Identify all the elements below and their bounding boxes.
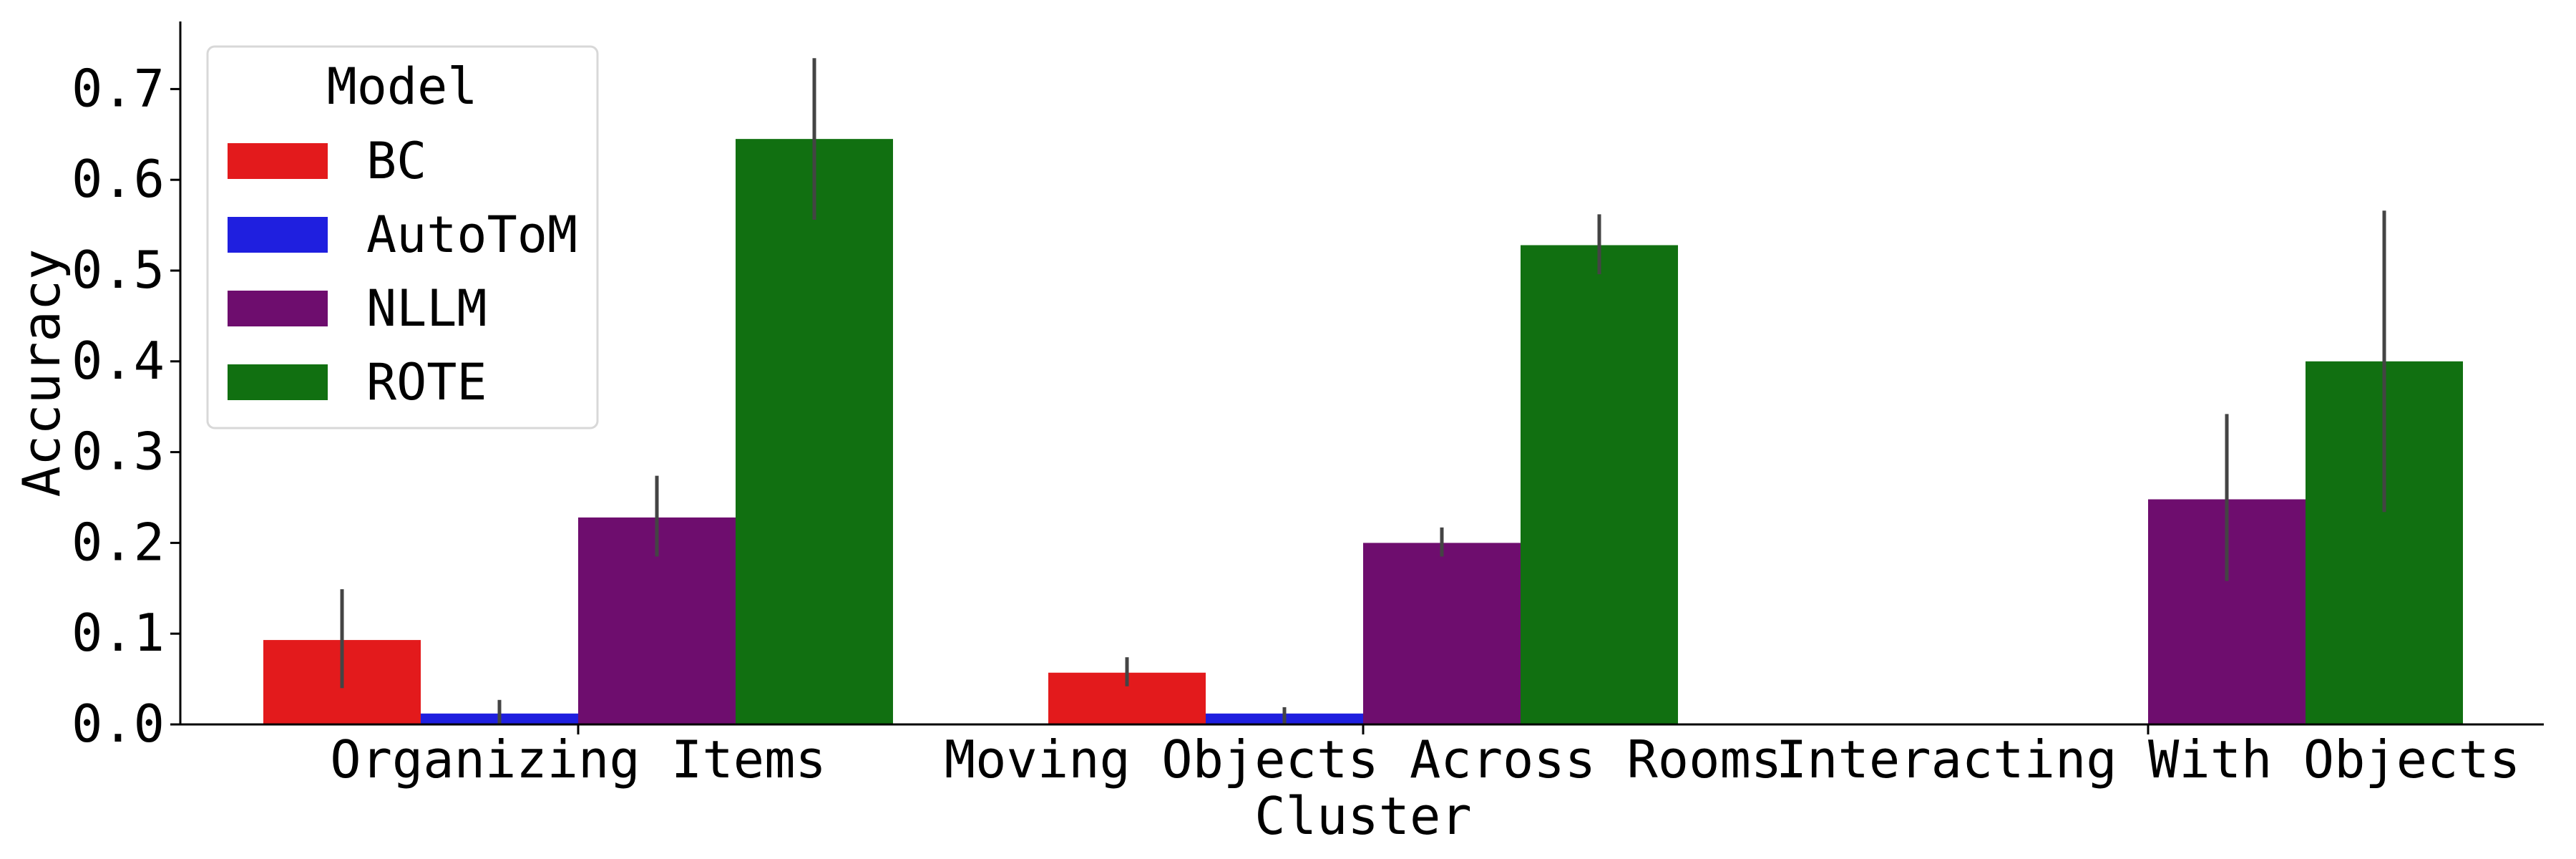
y-tick-label: 0.3 <box>72 422 165 482</box>
y-tick-label: 0.4 <box>72 331 165 391</box>
legend-swatch-nllm <box>228 291 328 326</box>
x-tick-label: Organizing Items <box>330 729 826 790</box>
x-axis-title: Cluster <box>1254 786 1471 846</box>
y-tick-label: 0.7 <box>72 58 165 118</box>
legend-label-nllm: NLLM <box>366 279 487 338</box>
y-tick-label: 0.6 <box>72 149 165 209</box>
bar-rote-1 <box>736 139 893 724</box>
legend-title: Model <box>327 57 478 116</box>
y-axis-title: Accuracy <box>11 249 72 498</box>
bars-layer <box>263 139 2463 725</box>
legend-swatch-rote <box>228 364 328 400</box>
y-tick-label: 0.2 <box>72 512 165 572</box>
y-ticks: 0.0 0.1 0.2 0.3 0.4 0.5 0.6 0.7 <box>72 58 180 754</box>
legend-label-autotom: AutoToM <box>366 205 577 264</box>
legend-label-rote: ROTE <box>366 353 487 412</box>
legend-swatch-autotom <box>228 217 328 253</box>
x-tick-label: Moving Objects Across Rooms <box>945 729 1782 790</box>
error-bars-layer <box>340 58 2386 724</box>
legend-frame <box>206 45 599 430</box>
legend-label-bc: BC <box>366 132 426 190</box>
legend: Model BC AutoToM NLLM ROTE <box>206 45 599 430</box>
y-tick-label: 0.0 <box>72 694 165 754</box>
bar-nllm-2 <box>1363 543 1521 724</box>
y-tick-label: 0.5 <box>72 240 165 300</box>
x-tick-label: Interacting With Objects <box>1776 729 2520 790</box>
legend-items: BC AutoToM NLLM ROTE <box>228 132 577 412</box>
bar-rote-2 <box>1521 245 1678 725</box>
x-ticks: Organizing Items Moving Objects Across Ro… <box>330 724 2520 790</box>
legend-swatch-bc <box>228 143 328 179</box>
y-tick-label: 0.1 <box>72 603 165 663</box>
